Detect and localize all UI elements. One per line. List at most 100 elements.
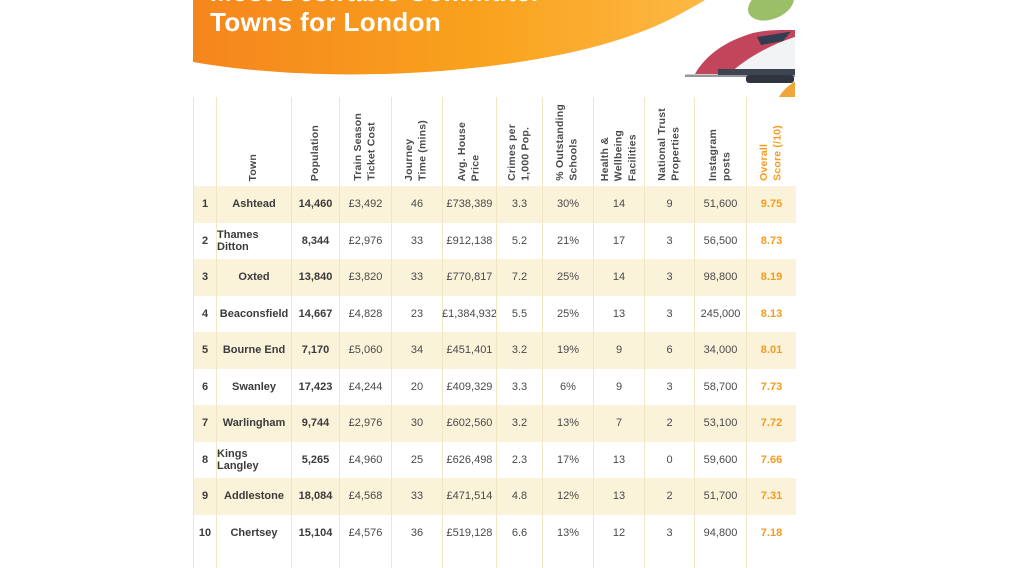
column-rule-extension <box>339 551 391 568</box>
column-header-health: Health & Wellbeing Facilities <box>593 97 644 186</box>
infographic: Most Desirable CommuterTowns for London … <box>193 0 796 568</box>
cell-town-row2: Thames Ditton <box>216 222 291 259</box>
cell-journey-time-row4: 23 <box>391 295 442 332</box>
cell-ticket-cost-row8: £4,960 <box>339 441 391 478</box>
cell-health-row10: 12 <box>593 514 644 551</box>
cell-health-row4: 13 <box>593 295 644 332</box>
cell-health-row2: 17 <box>593 222 644 259</box>
cell-town-row8: Kings Langley <box>216 441 291 478</box>
cell-journey-time-row2: 33 <box>391 222 442 259</box>
column-header-label: Town <box>247 153 260 181</box>
cell-journey-time-row1: 46 <box>391 186 442 223</box>
cell-journey-time-row5: 34 <box>391 332 442 369</box>
column-header-label: Population <box>308 124 321 181</box>
cell-house-price-row7: £602,560 <box>442 405 496 442</box>
column-header-label: Journey Time (mins) <box>403 120 429 181</box>
cell-town-row4: Beaconsfield <box>216 295 291 332</box>
cell-town-row7: Warlingham <box>216 405 291 442</box>
cell-journey-time-row6: 20 <box>391 368 442 405</box>
cell-journey-time-row9: 33 <box>391 478 442 515</box>
column-header-trust: National Trust Properties <box>644 97 694 186</box>
cell-schools-row10: 13% <box>542 514 593 551</box>
rail-line-continued <box>793 74 795 77</box>
cell-crimes-row9: 4.8 <box>496 478 542 515</box>
cell-score-row10: 7.18 <box>746 514 796 551</box>
cell-score-row2: 8.73 <box>746 222 796 259</box>
cell-schools-row5: 19% <box>542 332 593 369</box>
cell-instagram-row9: 51,700 <box>694 478 746 515</box>
cell-health-row5: 9 <box>593 332 644 369</box>
cell-health-row3: 14 <box>593 259 644 296</box>
cell-trust-row10: 3 <box>644 514 694 551</box>
column-rule-extension <box>291 551 339 568</box>
cell-journey-time-row7: 30 <box>391 405 442 442</box>
column-header-instagram: Instagram posts <box>694 97 746 186</box>
cell-trust-row4: 3 <box>644 295 694 332</box>
cell-rank-row8: 8 <box>194 441 216 478</box>
column-header-label: Instagram posts <box>706 129 733 181</box>
cell-score-row8: 7.66 <box>746 441 796 478</box>
train-icon <box>695 29 795 83</box>
cell-health-row7: 7 <box>593 405 644 442</box>
cell-trust-row8: 0 <box>644 441 694 478</box>
column-rule-extension <box>746 551 796 568</box>
cell-ticket-cost-row3: £3,820 <box>339 259 391 296</box>
cell-health-row6: 9 <box>593 368 644 405</box>
page-title-line2: Towns for London <box>210 7 442 37</box>
cell-town-row9: Addlestone <box>216 478 291 515</box>
cell-ticket-cost-row9: £4,568 <box>339 478 391 515</box>
cell-house-price-row4: £1,384,932 <box>442 295 497 332</box>
cell-ticket-cost-row2: £2,976 <box>339 222 391 259</box>
cell-crimes-row2: 5.2 <box>496 222 542 259</box>
cell-crimes-row3: 7.2 <box>496 259 542 296</box>
cell-score-row4: 8.13 <box>746 295 796 332</box>
cell-schools-row9: 12% <box>542 478 593 515</box>
cell-health-row8: 13 <box>593 441 644 478</box>
cell-house-price-row9: £471,514 <box>442 478 496 515</box>
cell-crimes-row1: 3.3 <box>496 186 542 223</box>
column-header-schools: % Outstanding Schools <box>542 97 593 186</box>
cell-rank-row5: 5 <box>194 332 216 369</box>
cell-rank-row10: 10 <box>194 514 216 551</box>
cell-journey-time-row3: 33 <box>391 259 442 296</box>
cell-population-row5: 7,170 <box>291 332 339 369</box>
cell-population-row7: 9,744 <box>291 405 339 442</box>
cell-population-row9: 18,084 <box>291 478 339 515</box>
column-rule-extension <box>442 551 496 568</box>
column-rule-extension <box>496 551 542 568</box>
column-header-label: % Outstanding Schools <box>554 104 580 181</box>
cell-ticket-cost-row10: £4,576 <box>339 514 391 551</box>
cell-schools-row6: 6% <box>542 368 593 405</box>
column-header-ticket-cost: Train Season Ticket Cost <box>339 97 391 186</box>
cell-town-row5: Bourne End <box>216 332 291 369</box>
column-rule-extension <box>542 551 593 568</box>
cell-instagram-row7: 53,100 <box>694 405 746 442</box>
cell-schools-row2: 21% <box>542 222 593 259</box>
cell-rank-row2: 2 <box>194 222 216 259</box>
cell-score-row7: 7.72 <box>746 405 796 442</box>
column-header-label: Health & Wellbeing Facilities <box>598 129 638 181</box>
cell-trust-row5: 6 <box>644 332 694 369</box>
cell-schools-row4: 25% <box>542 295 593 332</box>
header-illustration <box>193 0 795 97</box>
cell-score-row1: 9.75 <box>746 186 796 223</box>
cell-rank-row4: 4 <box>194 295 216 332</box>
column-rule-extension <box>194 551 216 568</box>
column-header-house-price: Avg. House Price <box>442 97 496 186</box>
cell-population-row2: 8,344 <box>291 222 339 259</box>
cell-rank-row1: 1 <box>194 186 216 223</box>
cell-score-row5: 8.01 <box>746 332 796 369</box>
cell-ticket-cost-row4: £4,828 <box>339 295 391 332</box>
cell-crimes-row7: 3.2 <box>496 405 542 442</box>
cell-house-price-row10: £519,128 <box>442 514 496 551</box>
cell-journey-time-row10: 36 <box>391 514 442 551</box>
cell-schools-row7: 13% <box>542 405 593 442</box>
cell-instagram-row1: 51,600 <box>694 186 746 223</box>
cell-population-row10: 15,104 <box>291 514 339 551</box>
leaves-decoration <box>748 0 794 21</box>
cell-town-row6: Swanley <box>216 368 291 405</box>
cell-trust-row9: 2 <box>644 478 694 515</box>
cell-rank-row7: 7 <box>194 405 216 442</box>
cell-house-price-row3: £770,817 <box>442 259 496 296</box>
column-header-label: Overall Score (/10) <box>757 125 784 181</box>
